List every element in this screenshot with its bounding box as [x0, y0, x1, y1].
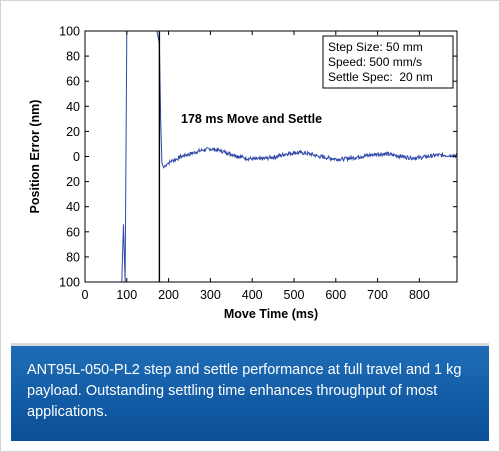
spec-box: [322, 35, 454, 89]
x-axis-label: Move Time (ms): [224, 307, 318, 321]
spec-line-1: Speed: 500 mm/s: [328, 55, 422, 69]
y-axis-label: Position Error (nm): [28, 100, 42, 214]
x-tick-label: 200: [158, 288, 179, 302]
spec-line-0: Step Size: 50 mm: [328, 40, 423, 54]
y-tick-label: 40: [66, 200, 80, 214]
y-tick-label: 80: [66, 250, 80, 264]
x-tick-label: 0: [82, 288, 89, 302]
plot-panel: 0 100 200 300 400 500 600 700 800 100 80 60 40 20 0 20 4…: [1, 1, 499, 335]
x-tick-label: 300: [200, 288, 221, 302]
caption-text: ANT95L-050-PL2 step and settle performan…: [27, 362, 462, 420]
caption-divider: [11, 343, 489, 346]
x-tick-label: 500: [284, 288, 305, 302]
figure-caption: ANT95L-050-PL2 step and settle performan…: [11, 346, 489, 441]
x-tick-label: 100: [116, 288, 137, 302]
y-tick-label: 0: [73, 150, 80, 164]
y-tick-label: 80: [66, 50, 80, 64]
x-tick-label: 600: [325, 288, 346, 302]
y-tick-label: 60: [66, 225, 80, 239]
y-tick-label: 40: [66, 100, 80, 114]
y-tick-label: 100: [59, 25, 80, 39]
signal-line: [85, 31, 457, 282]
y-tick-label: 100: [59, 276, 80, 290]
position-error-chart: 0 100 200 300 400 500 600 700 800100806040200204…: [28, 25, 458, 321]
y-tick-label: 60: [66, 75, 80, 89]
x-tick-label: 700: [367, 288, 388, 302]
x-tick-label: 400: [242, 288, 263, 302]
spec-line-2: Settle Spec: 20 nm: [328, 70, 433, 84]
y-tick-label: 20: [66, 175, 80, 189]
x-tick-label: 800: [409, 288, 430, 302]
settle-annotation: 178 ms Move and Settle: [181, 112, 322, 126]
y-tick-label: 20: [66, 125, 80, 139]
